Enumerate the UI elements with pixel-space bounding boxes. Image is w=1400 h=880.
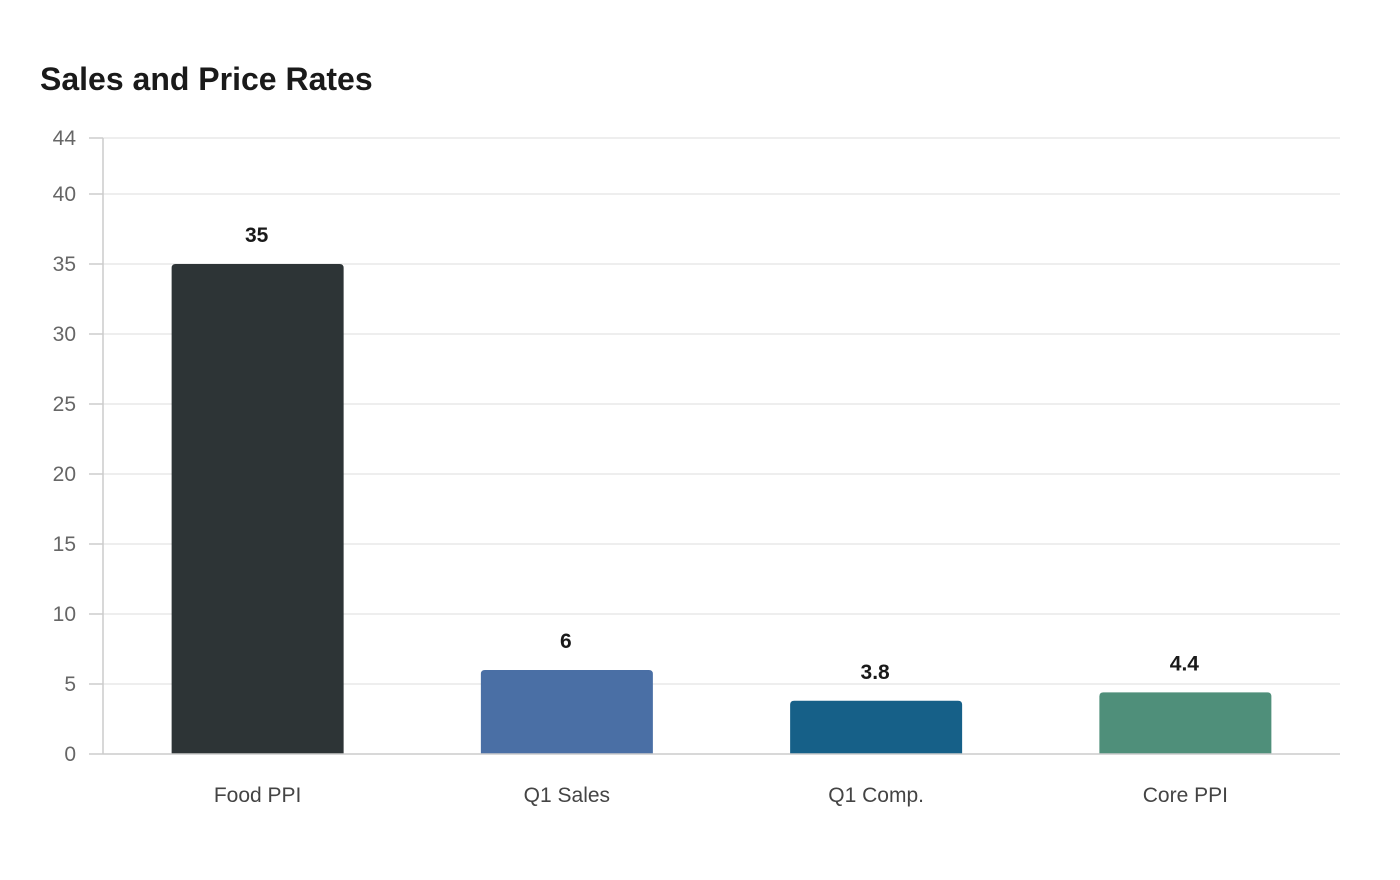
x-tick-label: Q1 Comp.: [828, 784, 924, 807]
y-tick-label: 10: [53, 603, 76, 626]
y-tick-label: 44: [53, 127, 77, 150]
y-tick-label: 35: [53, 253, 76, 276]
y-tick-label: 15: [53, 533, 76, 556]
labels: 0 5 10 15 20 25 30 35 40 44 35 Food PPI 6 Q1 Sales 3.8…: [53, 127, 1228, 807]
y-tick-label: 0: [64, 743, 76, 766]
y-tick-label: 5: [64, 673, 76, 696]
chart-title: Sales and Price Rates: [40, 61, 373, 97]
bar-q1-comp: [790, 700, 963, 754]
bar-core-ppi: [1099, 692, 1272, 754]
axes: [89, 137, 1340, 755]
y-tick-label: 20: [53, 463, 76, 486]
y-tick-label: 25: [53, 393, 76, 416]
data-label: 35: [245, 224, 269, 247]
x-tick-label: Core PPI: [1143, 784, 1228, 807]
y-tick-label: 40: [53, 183, 76, 206]
data-label: 6: [560, 630, 572, 653]
data-label: 3.8: [861, 661, 891, 684]
data-label: 4.4: [1170, 652, 1200, 675]
bar-q1-sales: [480, 670, 653, 754]
x-tick-label: Food PPI: [214, 784, 302, 807]
bars: [171, 264, 1272, 754]
y-tick-label: 30: [53, 323, 76, 346]
x-tick-label: Q1 Sales: [524, 784, 610, 807]
bar-food-ppi: [171, 264, 344, 754]
